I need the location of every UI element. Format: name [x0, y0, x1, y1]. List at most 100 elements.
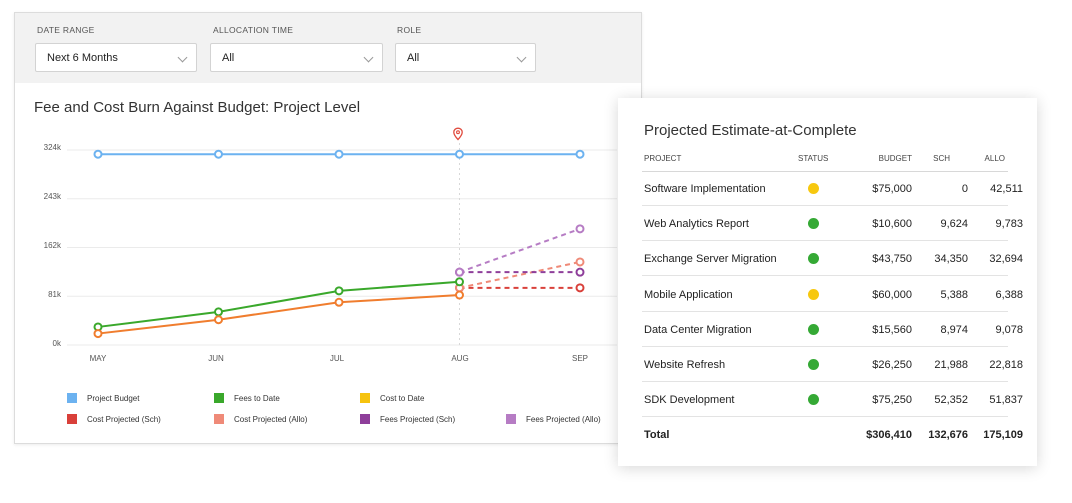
project-name: Mobile Application [644, 288, 733, 301]
x-tick-label: SEP [571, 354, 588, 363]
allo-value: 42,511 [990, 183, 1023, 195]
table-row[interactable]: Mobile Application $60,000 5,388 6,388 [642, 277, 1023, 312]
series-line-fees-to-date [97, 280, 460, 328]
status-dot [808, 218, 819, 230]
project-name: Software Implementation [644, 183, 766, 195]
table-row[interactable]: Exchange Server Migration $43,750 34,350 32… [642, 241, 1023, 277]
legend-label: Cost to Date [380, 393, 425, 403]
column-header-sch[interactable]: SCH [933, 154, 950, 163]
legend-item[interactable]: Cost Projected (Sch) [67, 413, 161, 425]
sch-value: 9,624 [940, 218, 968, 231]
legend-item[interactable]: Cost to Date [360, 392, 424, 404]
project-name: Exchange Server Migration [644, 253, 777, 266]
total-allo: 175,109 [983, 429, 1023, 442]
data-point-cost-to-date [334, 297, 344, 307]
data-point-cost-to-date [93, 329, 103, 339]
legend-swatch [506, 414, 516, 424]
series-line-cost-to-date [97, 294, 460, 335]
budget-value: $43,750 [872, 253, 912, 266]
sch-value: 21,988 [934, 359, 968, 371]
series-line-cost-projected-allo [459, 260, 581, 289]
status-dot [808, 323, 819, 335]
allo-value: 32,694 [989, 253, 1023, 266]
status-dot [808, 394, 819, 406]
legend-label: Project Budget [87, 393, 140, 403]
role-filter: ROLE [397, 25, 421, 35]
chart-title: Fee and Cost Burn Against Budget: Projec… [34, 99, 361, 116]
project-name: Data Center Migration [644, 323, 752, 336]
legend-swatch [67, 393, 77, 403]
budget-value: $26,250 [872, 359, 912, 371]
estimate-title: Projected Estimate-at-Complete [644, 122, 857, 139]
legend-label: Fees Projected (Sch) [380, 414, 456, 424]
legend-item[interactable]: Fees Projected (Allo) [506, 413, 601, 425]
budget-value: $10,600 [872, 218, 912, 231]
data-point-fees-to-date [334, 286, 344, 296]
data-point-project-budget [93, 149, 103, 159]
legend-item[interactable]: Project Budget [67, 392, 139, 404]
legend-label: Cost Projected (Sch) [87, 414, 161, 424]
allocation-time-filter: ALLOCATION TIME [213, 25, 293, 35]
date-range-label: DATE RANGE [37, 25, 95, 35]
legend-item[interactable]: Fees to Date [214, 392, 280, 404]
total-sch: 132,676 [928, 429, 968, 442]
series-line-fees-projected-allo [459, 227, 581, 274]
legend-label: Fees Projected (Allo) [526, 414, 601, 424]
legend-swatch [360, 393, 370, 403]
legend-swatch [67, 414, 77, 424]
role-label: ROLE [397, 25, 422, 35]
budget-value: $15,560 [872, 323, 912, 336]
legend-item[interactable]: Cost Projected (Allo) [214, 413, 307, 425]
column-header-project[interactable]: PROJECT [644, 154, 682, 163]
legend-label: Fees to Date [234, 393, 280, 403]
filter-bar: DATE RANGE Next 6 Months ALLOCATION TIME… [15, 13, 641, 83]
column-header-allo[interactable]: ALLO [984, 154, 1005, 163]
y-tick-label: 324k [43, 143, 61, 152]
allo-value: 6,388 [995, 288, 1023, 301]
location-pin-icon [452, 127, 464, 146]
x-tick-label: AUG [451, 354, 469, 363]
allocation-time-label: ALLOCATION TIME [213, 25, 294, 35]
y-tick-label: 243k [43, 192, 61, 201]
burn-chart-card: DATE RANGE Next 6 Months ALLOCATION TIME… [14, 12, 642, 444]
project-name: Web Analytics Report [644, 218, 749, 231]
legend-swatch [214, 414, 224, 424]
table-row[interactable]: Web Analytics Report $10,600 9,624 9,783 [642, 206, 1023, 242]
data-point-fees-projected-allo [455, 267, 464, 277]
legend-swatch [214, 393, 224, 403]
table-row[interactable]: SDK Development $75,250 52,352 51,837 [642, 382, 1023, 418]
data-point-cost-to-date [455, 290, 464, 300]
data-point-cost-to-date [214, 315, 223, 325]
legend-item[interactable]: Fees Projected (Sch) [360, 413, 455, 425]
x-tick-label: JUN [208, 354, 224, 363]
x-tick-label: MAY [89, 354, 107, 363]
line-chart [67, 143, 617, 346]
allo-value: 51,837 [989, 394, 1023, 407]
budget-value: $75,000 [872, 183, 912, 195]
sch-value: 34,350 [934, 253, 968, 266]
date-range-select[interactable]: Next 6 Months [35, 43, 197, 72]
status-dot [808, 183, 819, 194]
sch-value: 8,974 [940, 323, 968, 336]
header-divider [642, 171, 1008, 172]
data-point-fees-to-date [455, 277, 464, 287]
data-point-fees-projected-allo [575, 224, 585, 234]
table-row[interactable]: Website Refresh $26,250 21,988 22,818 [642, 347, 1023, 382]
total-label: Total [644, 429, 670, 442]
role-select[interactable]: All [395, 43, 536, 72]
sch-value: 0 [961, 183, 968, 195]
data-point-cost-projected-sch [575, 283, 585, 293]
data-point-project-budget [334, 149, 344, 159]
total-row: Total $306,410 132,676 175,109 [642, 417, 1023, 452]
allocation-time-select[interactable]: All [210, 43, 383, 72]
data-point-cost-projected-allo [575, 257, 585, 267]
data-point-fees-to-date [214, 307, 223, 317]
table-row[interactable]: Data Center Migration $15,560 8,974 9,078 [642, 312, 1023, 347]
y-tick-label: 162k [43, 241, 61, 250]
column-header-status[interactable]: STATUS [798, 154, 829, 163]
date-range-filter: DATE RANGE [37, 25, 95, 35]
budget-value: $75,250 [872, 394, 912, 407]
column-header-budget[interactable]: BUDGET [878, 154, 912, 163]
budget-value: $60,000 [872, 288, 912, 301]
table-row[interactable]: Software Implementation $75,000 0 42,511 [642, 171, 1023, 206]
